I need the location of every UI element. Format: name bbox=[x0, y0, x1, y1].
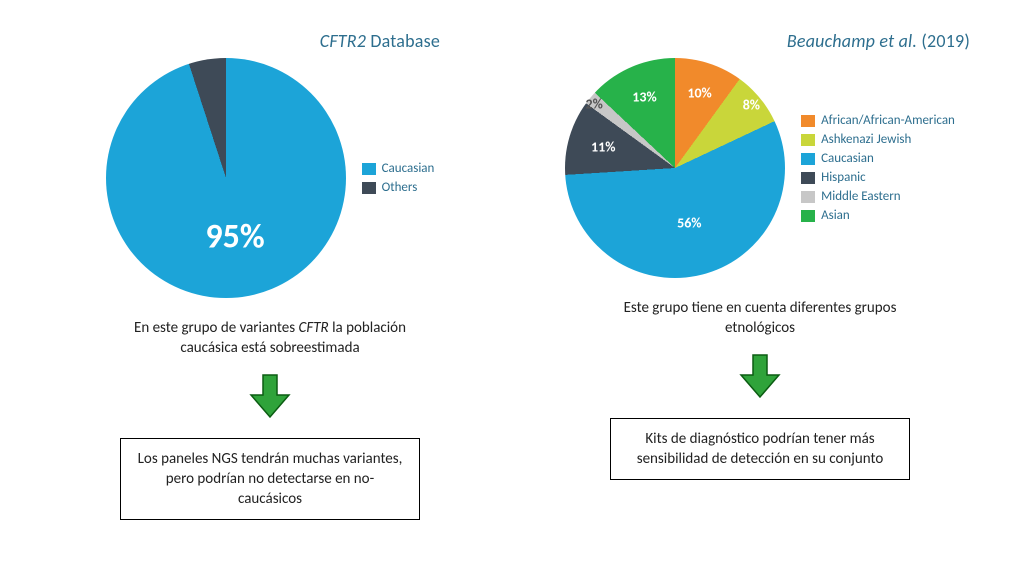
right-chart-title: Beauchamp et al. (2019) bbox=[540, 30, 980, 52]
pie-slice-label: 10% bbox=[687, 84, 711, 101]
legend-label: Middle Eastern bbox=[821, 189, 901, 204]
right-pie-chart: 10% 8% 56% 11% 2% 13% bbox=[565, 58, 785, 278]
right-chart-row: 10% 8% 56% 11% 2% 13% African/African-America… bbox=[565, 58, 955, 278]
legend-item: Asian bbox=[801, 208, 955, 223]
left-chart-row: 95% Caucasian Others bbox=[106, 58, 435, 298]
legend-label: Caucasian bbox=[382, 161, 435, 176]
legend-label: Hispanic bbox=[821, 170, 866, 185]
legend-swatch bbox=[801, 210, 815, 222]
left-caption: En este grupo de variantes CFTR la pobla… bbox=[110, 318, 430, 359]
right-column: Beauchamp et al. (2019) 10% 8% 56% 11% 2% 13%… bbox=[540, 30, 980, 480]
pie-slice-label: 8% bbox=[743, 96, 760, 113]
left-pie-chart: 95% bbox=[106, 58, 346, 298]
legend-label: Asian bbox=[821, 208, 850, 223]
legend-label: Others bbox=[382, 180, 418, 195]
legend-item: Ashkenazi Jewish bbox=[801, 132, 955, 147]
legend-label: Caucasian bbox=[821, 151, 874, 166]
legend-item: Caucasian bbox=[801, 151, 955, 166]
legend-swatch bbox=[801, 134, 815, 146]
legend-item: African/African-American bbox=[801, 113, 955, 128]
legend-swatch bbox=[801, 172, 815, 184]
legend-swatch bbox=[801, 153, 815, 165]
left-legend: Caucasian Others bbox=[362, 161, 435, 195]
legend-swatch bbox=[801, 115, 815, 127]
down-arrow-icon bbox=[739, 353, 781, 404]
figure-canvas: CFTR2 Database 95% Caucasian Others En es… bbox=[0, 0, 1024, 576]
pie-slice-label: 11% bbox=[591, 139, 615, 156]
pie-slice-label: 2% bbox=[586, 95, 603, 112]
legend-item: Others bbox=[362, 180, 435, 195]
left-chart-title: CFTR2 Database bbox=[60, 30, 480, 52]
pie-slice-label: 13% bbox=[632, 89, 656, 106]
legend-swatch bbox=[801, 191, 815, 203]
legend-item: Hispanic bbox=[801, 170, 955, 185]
legend-item: Caucasian bbox=[362, 161, 435, 176]
down-arrow-icon bbox=[249, 373, 291, 424]
left-column: CFTR2 Database 95% Caucasian Others En es… bbox=[60, 30, 480, 520]
pie-slice-label: 95% bbox=[205, 217, 264, 258]
legend-swatch bbox=[362, 163, 376, 175]
legend-label: Ashkenazi Jewish bbox=[821, 132, 911, 147]
legend-swatch bbox=[362, 182, 376, 194]
right-caption: Este grupo tiene en cuenta diferentes gr… bbox=[600, 298, 920, 339]
legend-label: African/African-American bbox=[821, 113, 955, 128]
right-conclusion-box: Kits de diagnóstico podrían tener más se… bbox=[610, 418, 910, 481]
left-conclusion-box: Los paneles NGS tendrán muchas variantes… bbox=[120, 438, 420, 521]
pie-slice-label: 56% bbox=[677, 215, 701, 232]
legend-item: Middle Eastern bbox=[801, 189, 955, 204]
right-legend: African/African-American Ashkenazi Jewish… bbox=[801, 113, 955, 223]
